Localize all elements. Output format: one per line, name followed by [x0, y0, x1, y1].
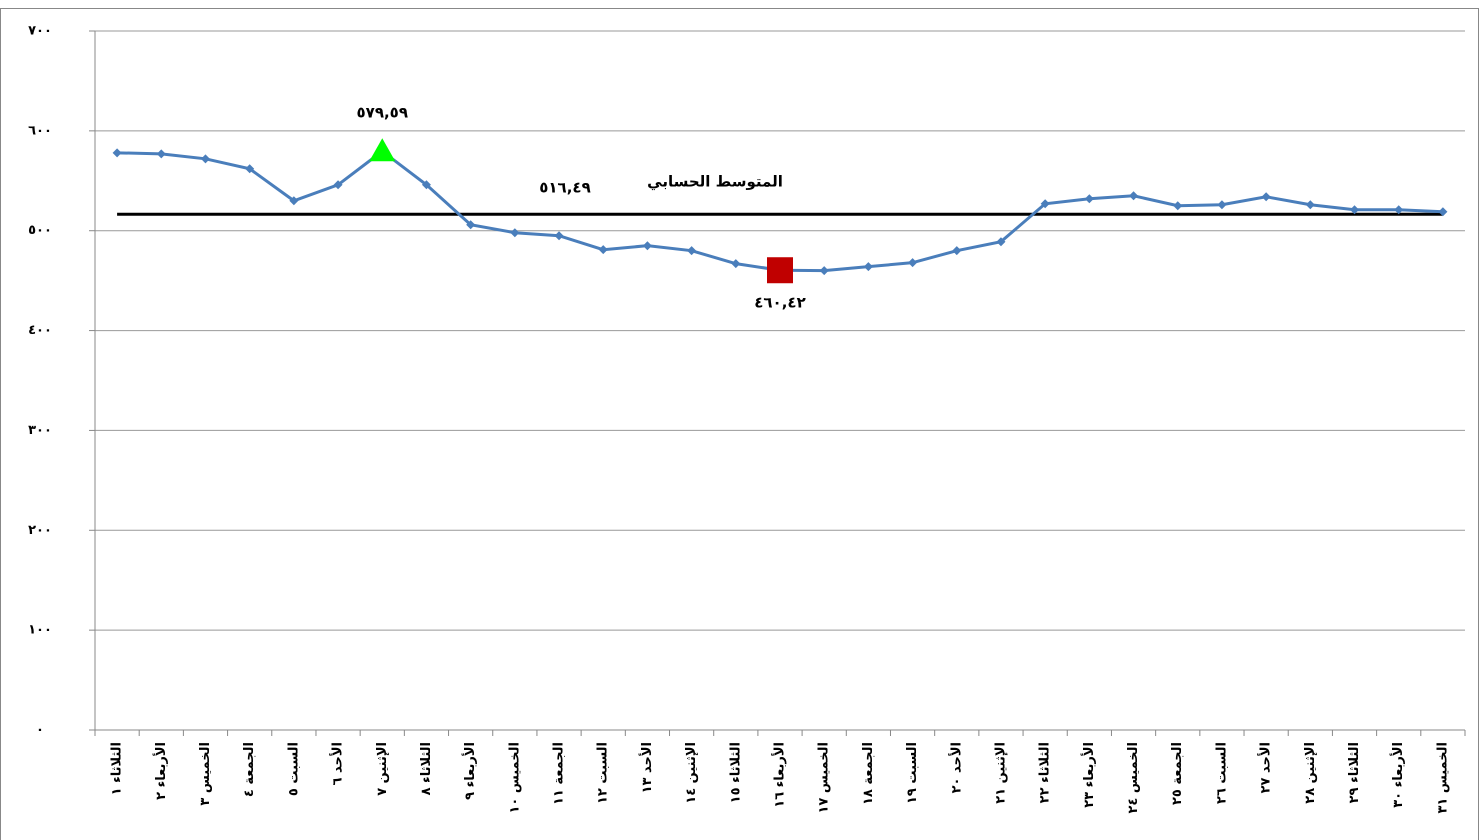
x-tick-label: الجمعة ٤	[242, 742, 257, 797]
point-marker	[245, 164, 255, 174]
point-marker	[819, 266, 829, 276]
x-tick-label: الأحد ٢٧	[1257, 742, 1274, 793]
point-marker	[1350, 205, 1360, 215]
min-marker	[767, 257, 793, 284]
point-marker	[1261, 192, 1271, 202]
point-marker	[1394, 205, 1404, 215]
x-tick-label: الجمعة ١٨	[861, 742, 876, 805]
point-marker	[554, 231, 564, 241]
point-marker	[996, 237, 1006, 247]
x-tick-label: الأحد ٦	[329, 742, 346, 785]
point-marker	[466, 220, 476, 230]
chart-frame	[0, 8, 1479, 840]
x-tick-label: الثلاثاء ٢٢	[1038, 742, 1053, 803]
x-tick-label: الإثنين ١٤	[684, 742, 699, 804]
x-tick-label: الإثنين ٢١	[993, 742, 1008, 804]
x-tick-label: السبت ١٩	[905, 742, 920, 804]
y-tick-label: ٣٠٠	[28, 423, 52, 438]
point-marker	[908, 258, 918, 268]
x-tick-label: الإثنين ٢٨	[1303, 742, 1318, 804]
annotation-label: ٤٦٠,٤٢	[754, 294, 805, 312]
point-marker	[200, 154, 210, 164]
point-marker	[598, 245, 608, 255]
annotation-label: ٥٧٩,٥٩	[357, 104, 408, 122]
point-marker	[156, 149, 166, 159]
x-tick-label: الخميس ٣	[198, 742, 213, 806]
x-tick-label: الجمعة ٢٥	[1170, 742, 1185, 805]
y-tick-label: ١٠٠	[28, 623, 52, 638]
x-tick-label: الإثنين ٧	[375, 742, 390, 796]
x-tick-label: السبت ١٢	[596, 742, 611, 804]
x-tick-label: الأربعاء ٢	[152, 742, 169, 800]
x-tick-label: الأربعاء ٣٠	[1389, 742, 1406, 808]
x-tick-label: الثلاثاء ٨	[419, 742, 434, 795]
mean-label: ٥١٦,٤٩	[539, 179, 590, 197]
x-tick-label: الأحد ١٣	[638, 742, 655, 793]
point-marker	[1040, 199, 1050, 209]
x-tick-label: الأربعاء ١٦	[771, 742, 788, 808]
max-marker	[369, 138, 396, 162]
x-tick-label: الخميس ٢٤	[1126, 742, 1141, 814]
y-tick-label: ٦٠٠	[28, 123, 52, 138]
y-tick-label: ٠	[36, 723, 44, 738]
point-marker	[112, 148, 122, 158]
point-marker	[1305, 200, 1315, 210]
point-marker	[687, 246, 697, 256]
point-marker	[731, 259, 741, 269]
point-marker	[421, 180, 431, 190]
point-marker	[289, 196, 299, 206]
point-marker	[1173, 201, 1183, 211]
x-tick-label: السبت ٢٦	[1214, 742, 1229, 804]
x-tick-label: الخميس ٣١	[1435, 742, 1450, 814]
x-tick-label: الأربعاء ٩	[461, 742, 478, 800]
x-tick-label: الخميس ١٠	[507, 742, 522, 814]
x-tick-label: الأربعاء ٢٣	[1080, 742, 1097, 808]
x-tick-label: الثلاثاء ١٥	[728, 742, 743, 803]
x-tick-label: الثلاثاء ١	[110, 742, 125, 795]
y-tick-label: ٥٠٠	[28, 223, 52, 238]
point-marker	[863, 262, 873, 272]
x-tick-label: الأحد ٢٠	[947, 742, 964, 793]
x-tick-label: الثلاثاء ٢٩	[1347, 742, 1362, 803]
point-marker	[1129, 191, 1139, 201]
mean-text: المتوسط الحسابي	[647, 173, 783, 191]
point-marker	[1217, 200, 1227, 210]
point-marker	[333, 180, 343, 190]
y-tick-label: ٤٠٠	[28, 323, 52, 338]
y-tick-label: ٢٠٠	[28, 523, 52, 538]
point-marker	[1084, 194, 1094, 204]
point-marker	[510, 228, 520, 238]
y-tick-label: ٧٠٠	[28, 24, 52, 39]
point-marker	[952, 246, 962, 256]
point-marker	[1438, 207, 1448, 217]
x-tick-label: الخميس ١٧	[817, 742, 832, 814]
point-marker	[642, 241, 652, 251]
x-tick-label: الجمعة ١١	[552, 742, 567, 805]
x-tick-label: السبت ٥	[286, 742, 301, 796]
